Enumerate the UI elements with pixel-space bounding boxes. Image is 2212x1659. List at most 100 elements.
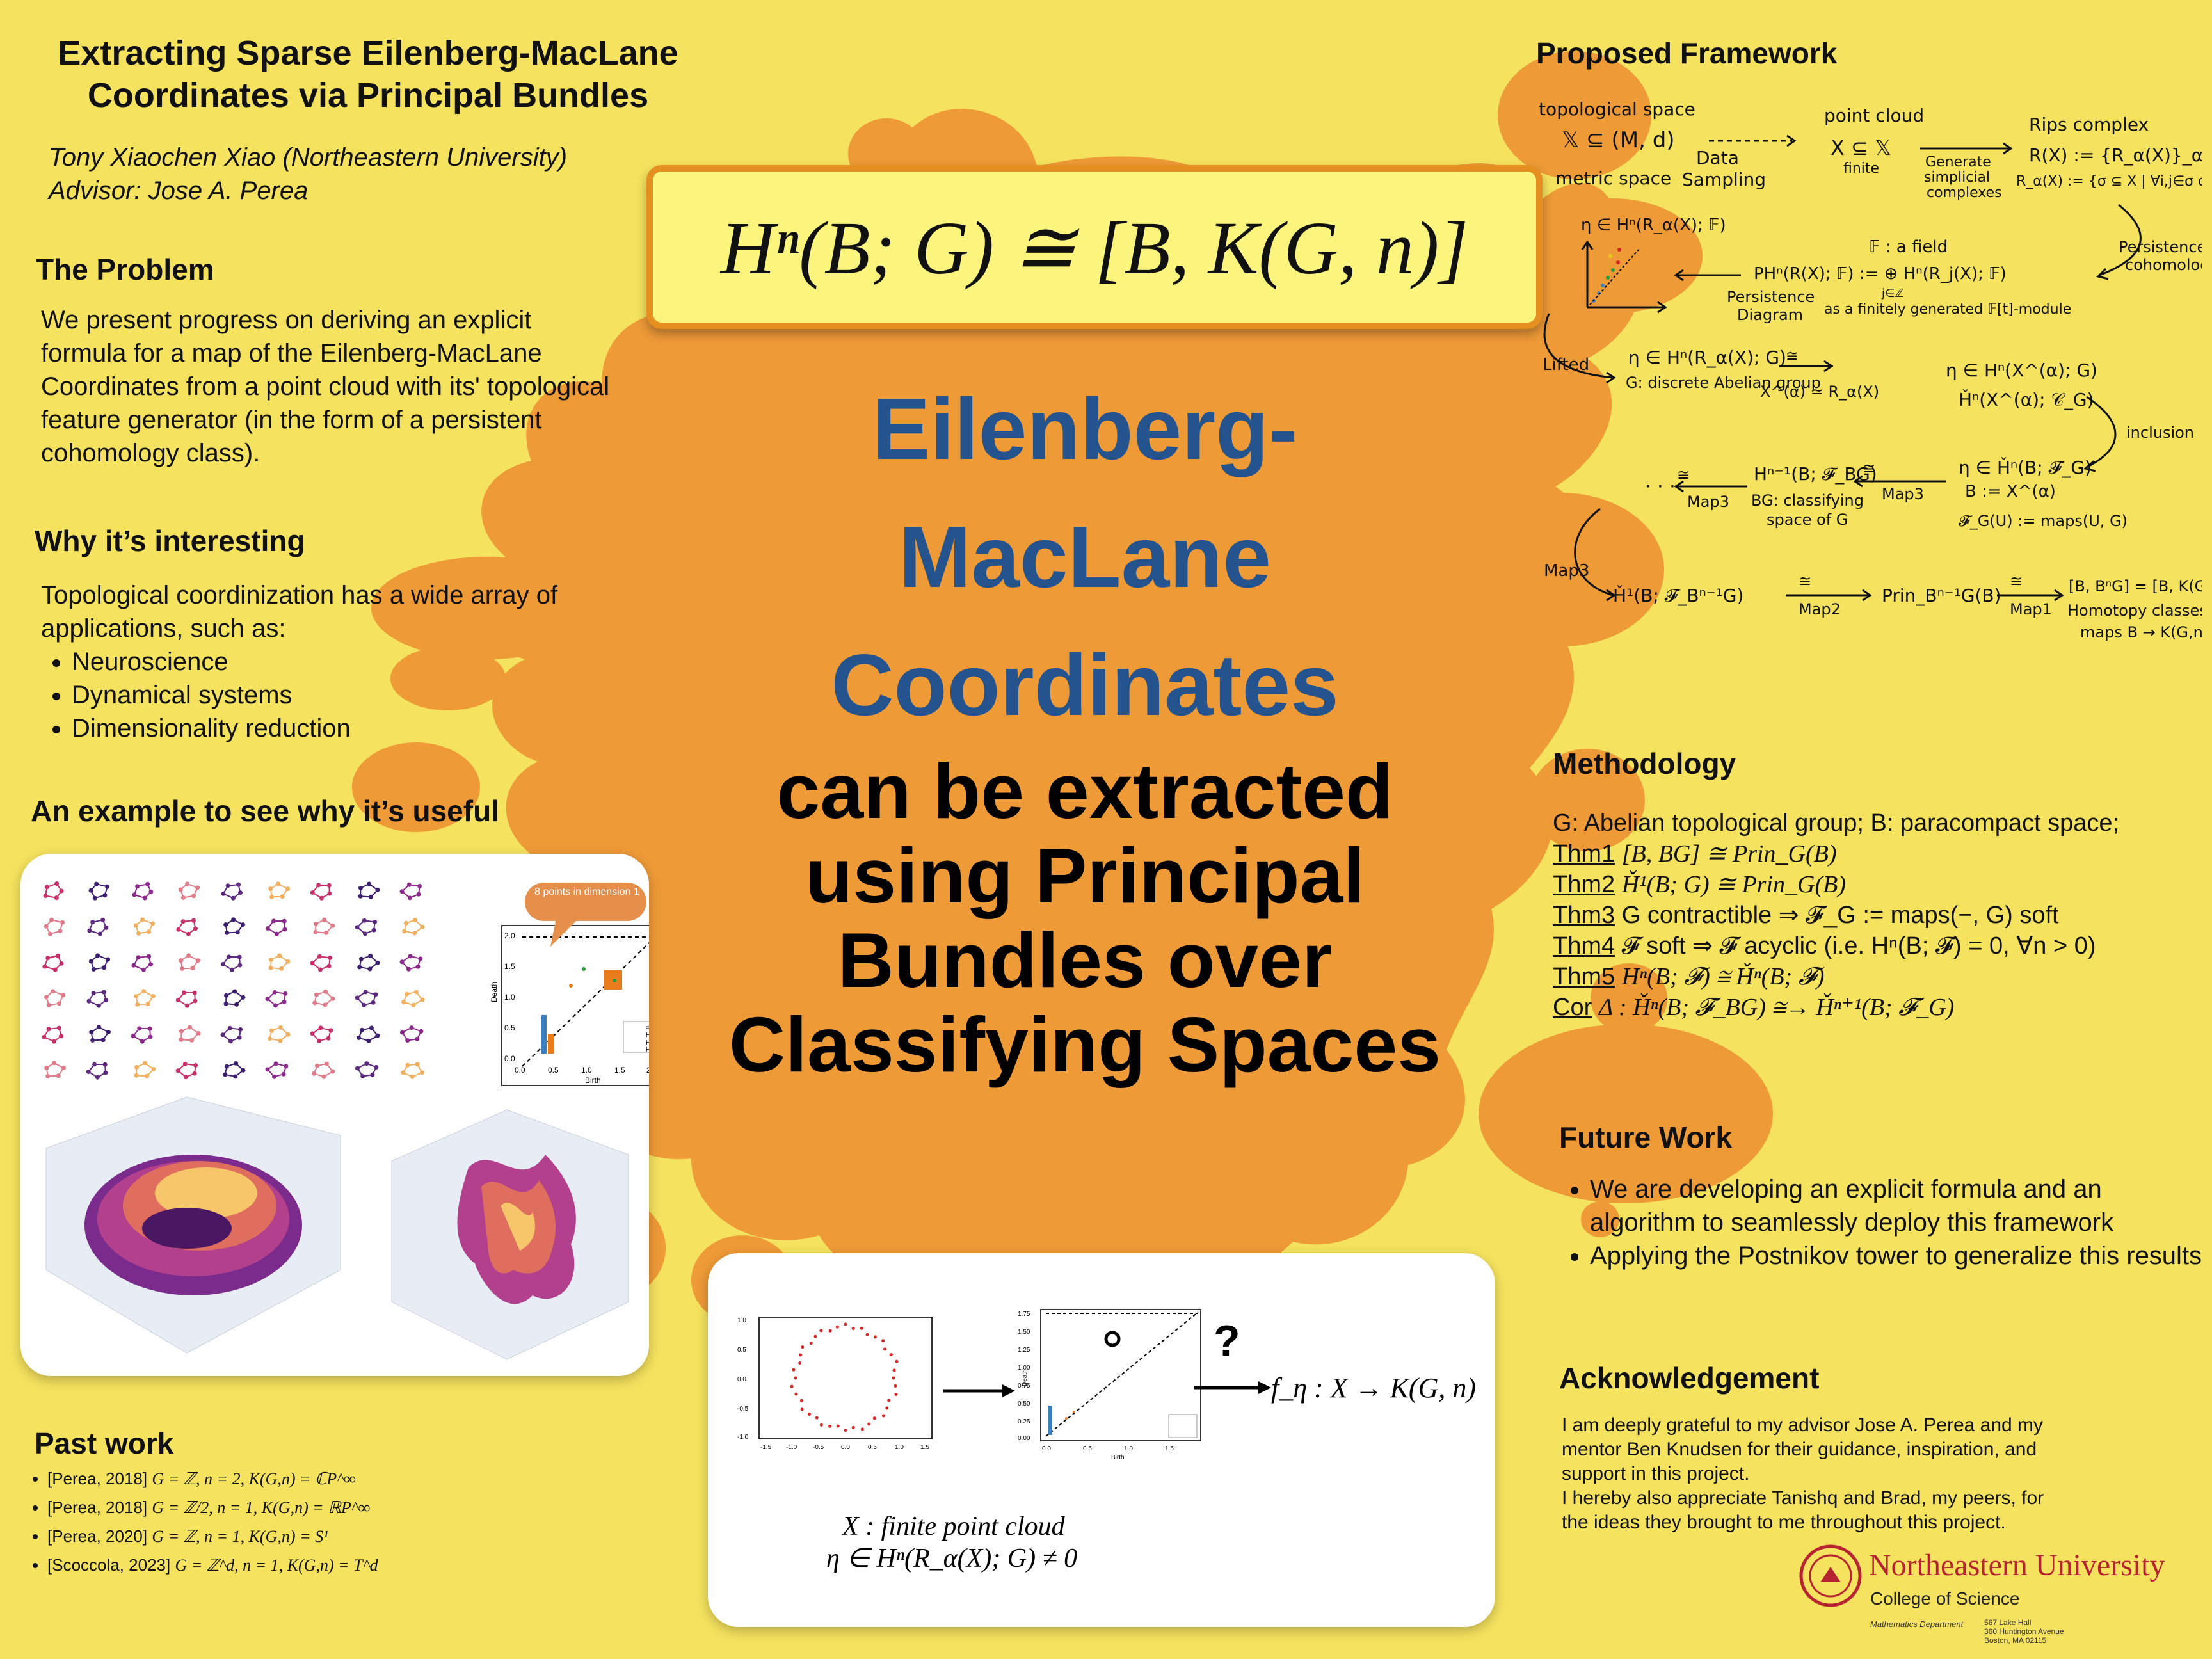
point-cloud-point	[801, 1345, 805, 1349]
pentagon-sample-point	[91, 966, 96, 972]
pentagon-sample-point	[312, 1071, 317, 1076]
pentagon-sample-point	[97, 1025, 102, 1030]
pentagon-sample-point	[134, 1073, 139, 1078]
pentagon-sample-point	[237, 1035, 242, 1040]
pentagon-sample-point	[178, 887, 183, 892]
klein-surface-3d-plot	[391, 1109, 629, 1360]
fw-finite: finite	[1843, 161, 1879, 177]
pentagon-sample-point	[145, 1002, 150, 1007]
point-cloud-point	[809, 1342, 813, 1345]
pentagon-sample-point	[327, 891, 332, 896]
scatter-xtick: -1.5	[760, 1444, 772, 1451]
pentagon-sample-point	[185, 881, 190, 886]
fw-complexes: complexes	[1927, 185, 2002, 201]
fw-metric-space: metric space	[1555, 168, 1671, 189]
pentagon-sample-point	[282, 999, 287, 1004]
pentagon-sample-point	[366, 1038, 371, 1043]
pentagon-sample-point	[323, 1002, 328, 1007]
fw-rips-1: R(X) := {R_α(X)}_α≥0	[2029, 145, 2202, 166]
point-cloud-point	[851, 1327, 855, 1331]
fw-space-def: 𝕏 ⊆ (M, d)	[1562, 127, 1675, 153]
fw-map2: Map2	[1799, 600, 1841, 618]
pentagon-sample-point	[94, 881, 99, 886]
pentagon-sample-point	[192, 990, 197, 995]
pentagon-sample-point	[147, 1026, 152, 1031]
pentagon-sample-point	[403, 920, 408, 926]
pentagon-sample-point	[56, 1073, 61, 1078]
pentagon-sample-point	[137, 1026, 142, 1031]
pentagon-sample-point	[54, 895, 59, 901]
pentagon-sample-point	[413, 990, 419, 995]
pentagon-sample-point	[97, 931, 102, 936]
pentagon-sample-point	[330, 923, 335, 928]
arrow-right-icon	[943, 1384, 1015, 1397]
pentagon-sample-point	[134, 1064, 139, 1070]
point-cloud-point	[887, 1399, 891, 1402]
pentagon-sample-point	[148, 889, 154, 894]
central-formula-box: Hⁿ(B; G) ≅ [B, K(G, n)]	[646, 165, 1543, 329]
point-cloud-point	[836, 1424, 840, 1428]
pentagon-sample-point	[265, 1067, 270, 1072]
pentagon-sample-point	[90, 1038, 95, 1043]
center-subheadline: can be extracted using Principal Bundles…	[666, 749, 1504, 1087]
pentagon-sample-point	[237, 963, 243, 968]
pentagon-sample-point	[358, 885, 363, 890]
point-cloud-point	[813, 1334, 817, 1338]
pentagon-sample-point	[276, 881, 281, 886]
headline-blue-1: Eilenberg-	[872, 380, 1298, 477]
arrow-right-icon	[1194, 1381, 1271, 1394]
pentagon-sample-point	[195, 958, 200, 963]
pentagon-sample-point	[283, 991, 288, 996]
fw-h1: Ȟ¹(B; 𝓕_Bⁿ⁻¹G)	[1613, 584, 1743, 606]
pentagon-sample-point	[317, 1038, 322, 1043]
scatter-ytick: 1.0	[737, 1317, 746, 1324]
advisor-line: Advisor: Jose A. Perea	[49, 177, 309, 205]
point-cloud-point	[867, 1422, 871, 1426]
pentagon-sample-point	[371, 927, 376, 933]
pentagon-sample-point	[229, 967, 234, 972]
point-cloud-point	[860, 1326, 863, 1330]
pentagon-sample-point	[131, 963, 136, 968]
future-list: We are developing an explicit formula an…	[1559, 1173, 2204, 1272]
pentagon-sample-point	[322, 917, 327, 922]
pentagon-sample-point	[51, 1039, 56, 1044]
fw-iso-e: ≅	[2010, 572, 2023, 590]
pentagon-sample-point	[268, 1036, 273, 1041]
pentagon-sample-point	[375, 1033, 380, 1038]
fw-rips-2: R_α(X) := {σ ⊆ X | ∀i,j∈σ d(x_i,x_j)<α}	[2016, 173, 2202, 189]
pentagon-sample-point	[223, 993, 228, 998]
fw-inclusion: inclusion	[2126, 424, 2194, 442]
list-item: We are developing an explicit formula an…	[1590, 1173, 2204, 1239]
scatter-ytick: 0.5	[737, 1347, 746, 1354]
university-logo: Northeastern University College of Scien…	[1799, 1541, 2208, 1656]
framework-heading: Proposed Framework	[1536, 36, 1838, 70]
pentagon-sample-point	[180, 966, 185, 971]
pentagon-sample-point	[418, 956, 423, 961]
pentagon-sample-point	[369, 1025, 374, 1030]
pentagon-sample-point	[100, 1038, 106, 1043]
point-cloud-point	[851, 1425, 855, 1429]
pd2-ytick: 0.75	[1018, 1382, 1030, 1390]
fw-map3-b: Map3	[1882, 485, 1924, 503]
past-work-list: [Perea, 2018] G = ℤ, n = 2, K(G,n) = ℂP^…	[28, 1464, 378, 1580]
pentagon-sample-point	[324, 930, 329, 935]
fw-homotopy-2: maps B → K(G,n)	[2080, 623, 2202, 641]
pentagon-sample-point	[188, 1025, 193, 1030]
point-cloud-point	[790, 1384, 794, 1388]
pentagon-sample-point	[103, 1070, 108, 1075]
pentagon-sample-point	[358, 956, 364, 961]
pentagon-sample-point	[90, 920, 95, 925]
pd-legend-2: H₁	[646, 1039, 649, 1046]
pentagon-sample-point	[269, 1028, 274, 1033]
pd2-xtick: 1.0	[1124, 1445, 1133, 1452]
point-cloud-point	[819, 1423, 823, 1427]
pentagon-sample-point	[401, 1070, 406, 1075]
scatter-xtick: 1.5	[920, 1444, 929, 1451]
pd2-ytick: 1.00	[1018, 1365, 1030, 1372]
callout-text: 8 points in dimension 1	[534, 886, 639, 897]
logo-address: 567 Lake Hall 360 Huntington Avenue Bost…	[1984, 1618, 2064, 1645]
theorem-row: Thm5 Hⁿ(B; 𝓕) ≅ Ȟⁿ(B; 𝓕)	[1553, 963, 1825, 990]
pentagon-sample-point	[357, 965, 362, 970]
point-cloud-point	[794, 1392, 798, 1396]
pentagon-sample-point	[193, 1062, 198, 1068]
